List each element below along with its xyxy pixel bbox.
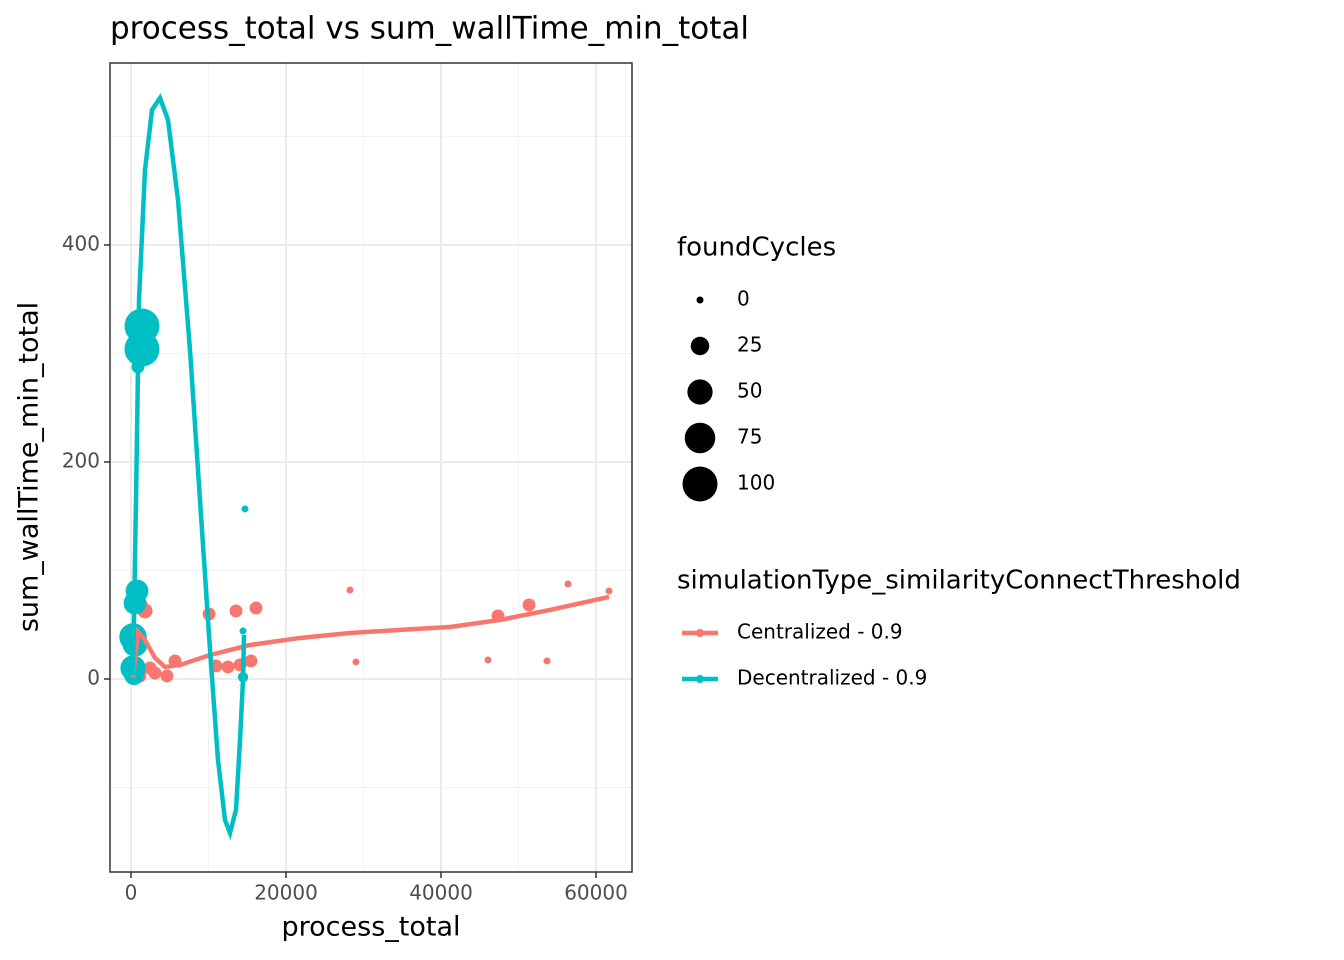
- size-legend-label: 25: [737, 333, 762, 357]
- color-legend-title: simulationType_similarityConnectThreshol…: [677, 566, 1241, 596]
- point: [543, 657, 551, 665]
- y-tick-label: 200: [62, 448, 100, 472]
- legend-label: Decentralized - 0.9: [737, 666, 927, 690]
- size-legend-label: 100: [737, 471, 775, 495]
- size-legend-key: [682, 466, 718, 502]
- point: [352, 658, 360, 666]
- point: [160, 669, 174, 683]
- x-tick-label: 0: [125, 881, 138, 905]
- point: [229, 604, 243, 618]
- y-tick-label: 400: [62, 231, 100, 255]
- smooth-line: [130, 594, 610, 679]
- point: [564, 580, 572, 588]
- y-axis-title: sum_wallTime_min_total: [14, 302, 45, 632]
- legend-label: Centralized - 0.9: [737, 620, 903, 644]
- y-tick-label: 0: [87, 665, 100, 689]
- size-legend-label: 50: [737, 379, 762, 403]
- point: [605, 587, 613, 595]
- x-tick-label: 40000: [409, 881, 473, 905]
- color-legend-dot: [696, 629, 704, 637]
- point: [221, 660, 235, 674]
- size-legend-key: [696, 296, 704, 304]
- size-legend-title: foundCycles: [677, 233, 836, 263]
- size-legend-label: 0: [737, 287, 750, 311]
- color-legend-dot: [696, 675, 704, 683]
- point: [124, 331, 160, 367]
- x-axis-title: process_total: [282, 912, 461, 943]
- plot-area: [119, 92, 613, 841]
- point: [244, 654, 258, 668]
- panel-border: [109, 62, 633, 873]
- point: [148, 666, 162, 680]
- x-tick-label: 20000: [254, 881, 318, 905]
- chart-title: process_total vs sum_wallTime_min_total: [110, 11, 749, 47]
- point: [346, 586, 354, 594]
- size-legend-key: [690, 336, 710, 356]
- x-tick-label: 60000: [564, 881, 628, 905]
- size-legend-key: [687, 379, 713, 405]
- smooth-line: [130, 92, 247, 841]
- size-legend-key: [684, 422, 716, 454]
- point: [241, 505, 249, 513]
- point: [249, 601, 263, 615]
- point: [522, 598, 536, 612]
- point: [239, 627, 247, 635]
- size-legend-label: 75: [737, 425, 762, 449]
- point: [484, 656, 492, 664]
